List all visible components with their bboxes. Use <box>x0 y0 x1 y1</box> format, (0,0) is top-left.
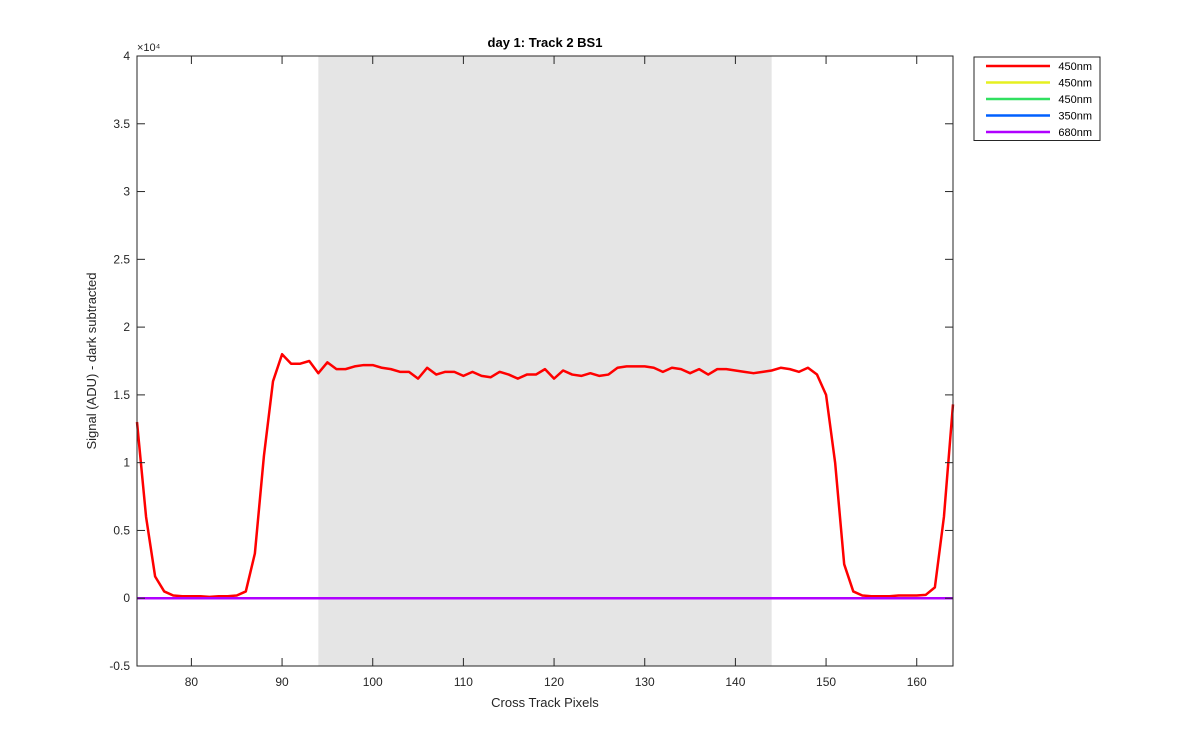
x-tick-label: 100 <box>363 675 383 689</box>
x-tick-label: 140 <box>725 675 745 689</box>
y-tick-label: 2.5 <box>113 252 130 266</box>
x-axis-ticks: 80 90 100 110 120 130 140 150 160 <box>185 56 927 689</box>
legend-label: 450nm <box>1058 94 1092 106</box>
y-tick-label: 3.5 <box>113 117 130 131</box>
y-tick-label: 1.5 <box>113 388 130 402</box>
y-tick-label: 1 <box>123 456 130 470</box>
legend-label: 450nm <box>1058 61 1092 73</box>
y-tick-label: 4 <box>123 49 130 63</box>
plot-area: 80 90 100 110 120 130 140 150 160 -0.5 0 0.5 1 1.5 2 2… <box>109 49 955 689</box>
shaded-region <box>318 56 772 666</box>
legend-label: 350nm <box>1058 111 1092 123</box>
y-tick-label: 0 <box>123 591 130 605</box>
series-layer <box>135 352 955 600</box>
legend: 450nm 450nm 450nm 350nm 680nm <box>973 56 1101 141</box>
y-axis-exponent: ×10⁴ <box>137 42 161 54</box>
legend-items: 450nm 450nm 450nm 350nm 680nm <box>986 61 1092 139</box>
chart-title: day 1: Track 2 BS1 <box>488 35 603 50</box>
x-tick-label: 120 <box>544 675 564 689</box>
legend-label: 450nm <box>1058 78 1092 90</box>
series-line-1 <box>135 352 955 599</box>
y-tick-label: 0.5 <box>113 523 130 537</box>
y-tick-label: 2 <box>123 320 130 334</box>
y-axis-title: Signal (ADU) - dark subtracted <box>84 272 99 449</box>
legend-label: 680nm <box>1058 127 1092 139</box>
x-tick-label: 130 <box>635 675 655 689</box>
x-axis-title: Cross Track Pixels <box>491 695 599 710</box>
x-tick-label: 80 <box>185 675 199 689</box>
axes-box <box>136 55 954 667</box>
x-tick-label: 150 <box>816 675 836 689</box>
x-tick-label: 160 <box>907 675 927 689</box>
x-tick-label: 90 <box>275 675 289 689</box>
y-axis-ticks: -0.5 0 0.5 1 1.5 2 2.5 3 3.5 4 <box>109 49 953 673</box>
x-tick-label: 110 <box>454 675 473 689</box>
y-tick-label: 3 <box>123 185 130 199</box>
y-tick-label: -0.5 <box>109 659 130 673</box>
